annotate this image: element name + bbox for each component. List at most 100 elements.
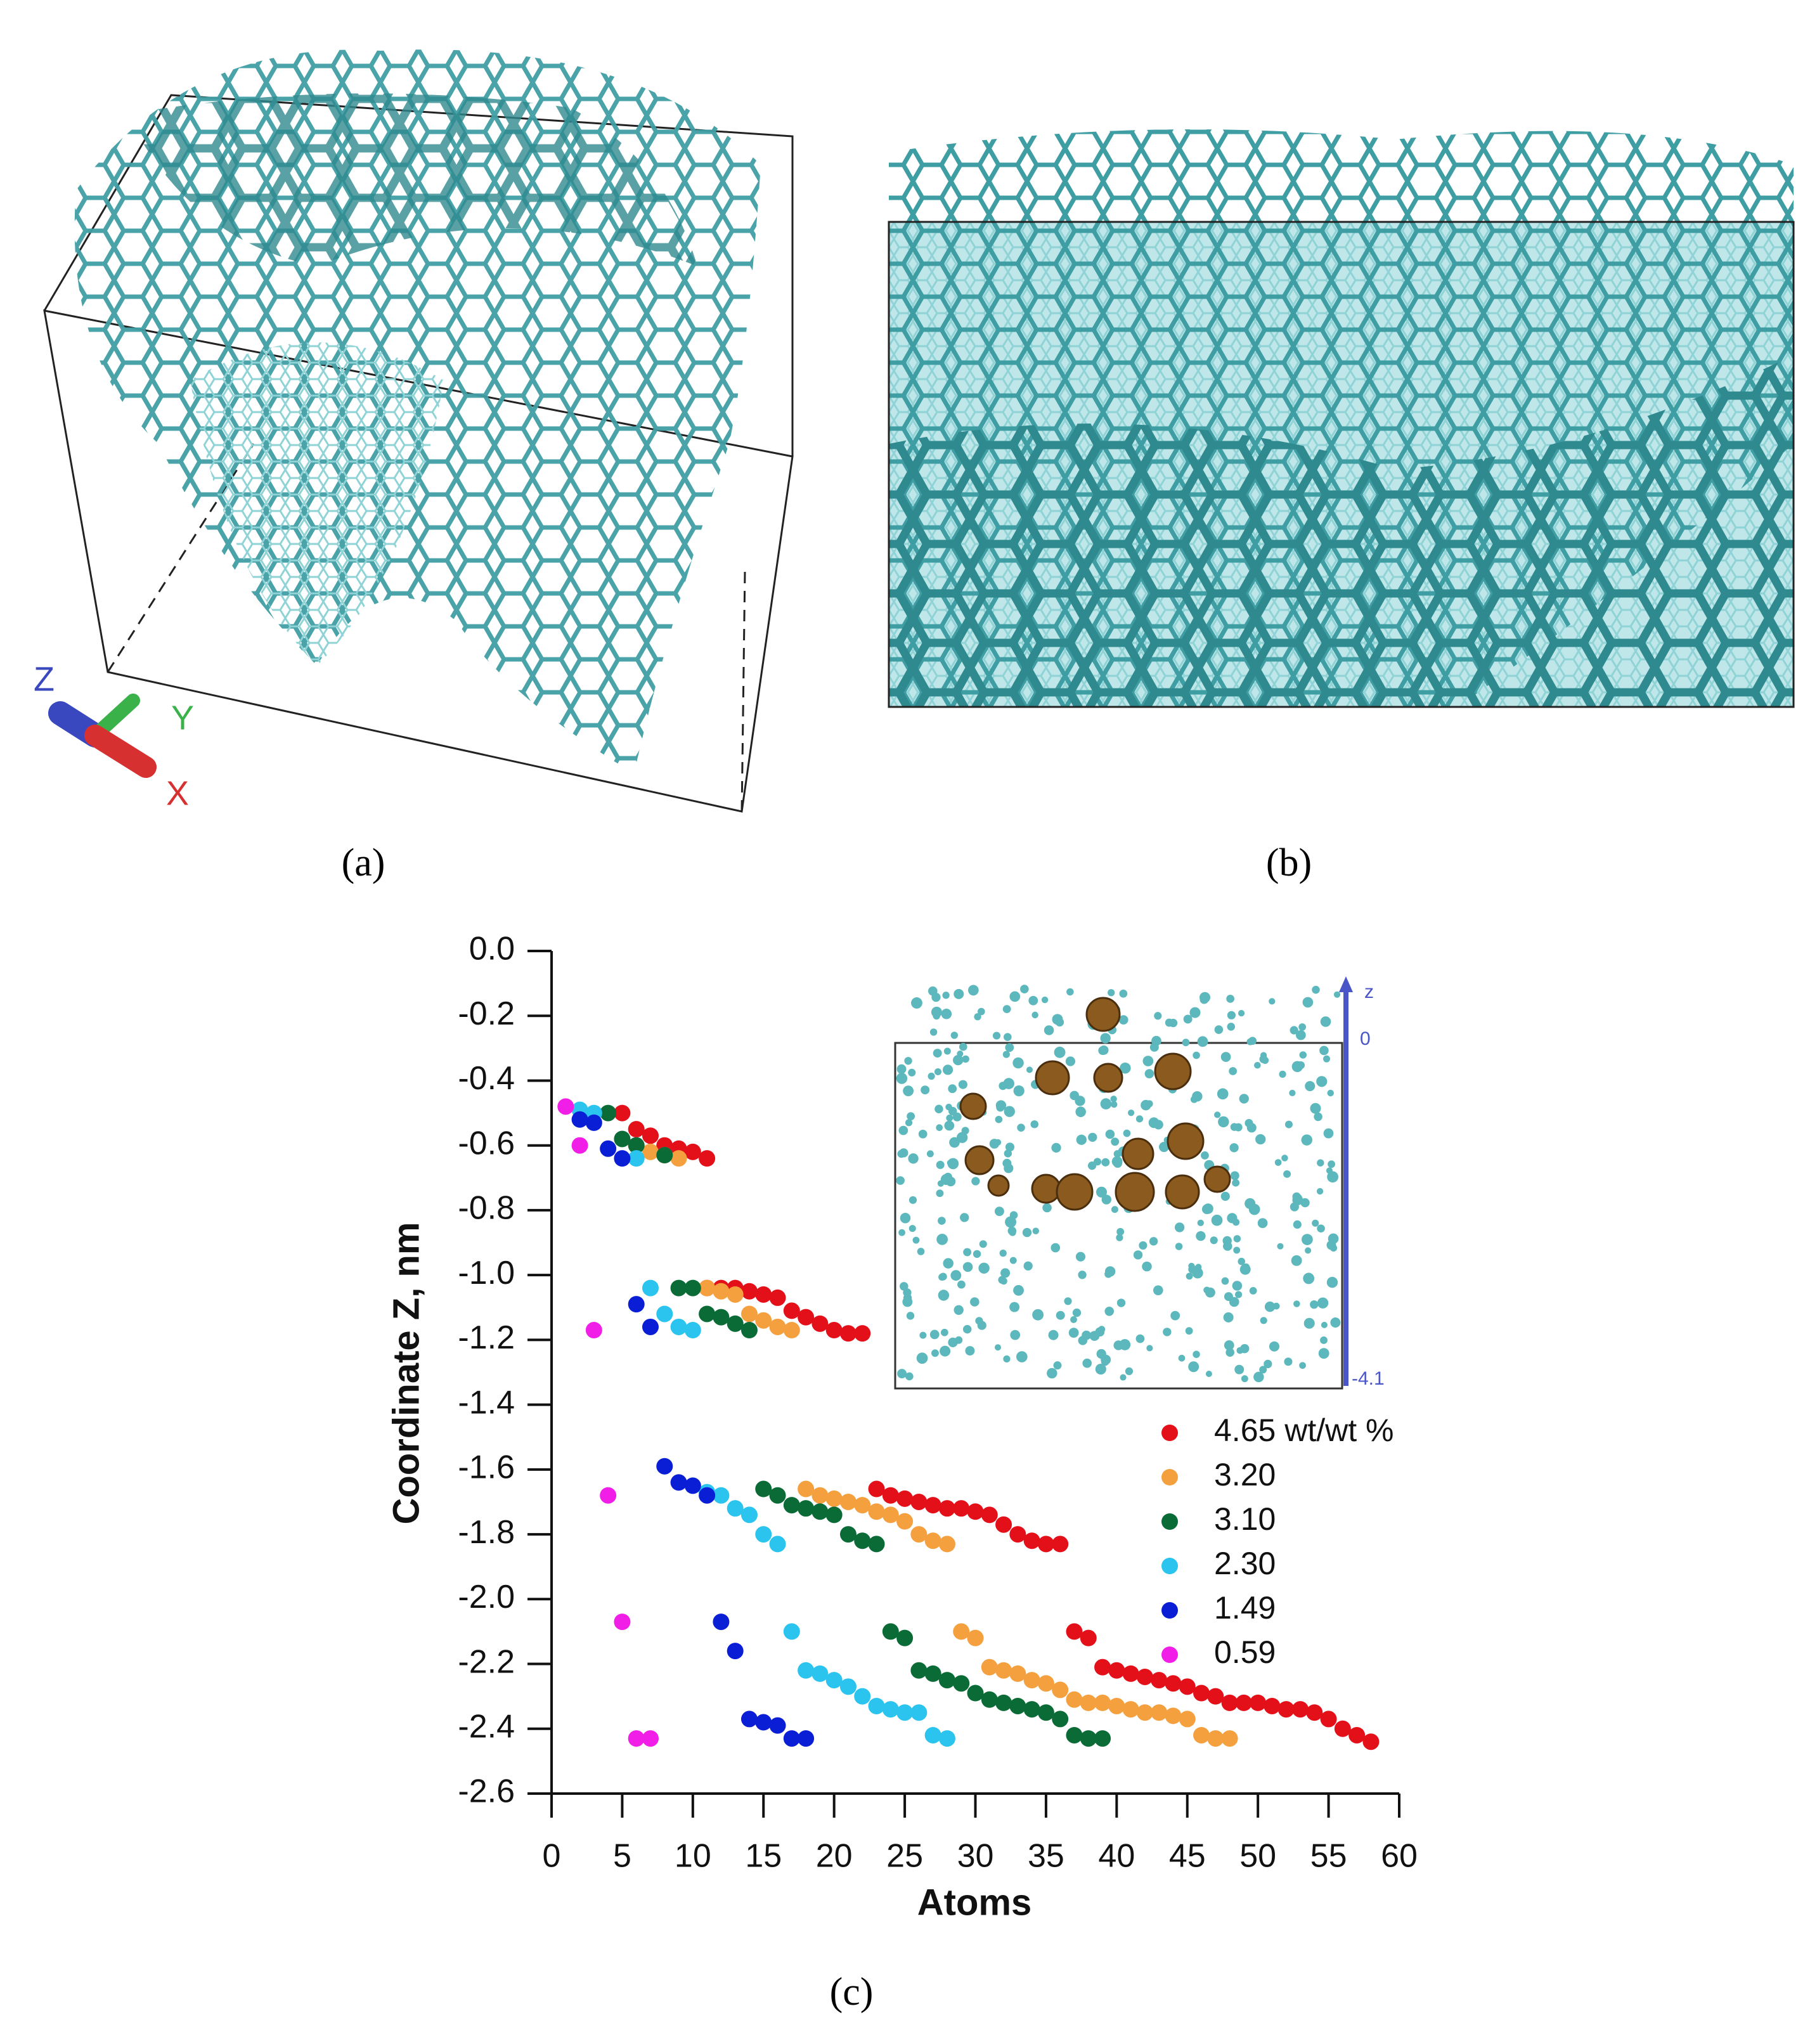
inset-atom	[900, 1213, 911, 1224]
inset-atom	[943, 1047, 951, 1055]
inset-sphere	[1085, 997, 1121, 1032]
inset-sphere	[1203, 1165, 1231, 1193]
point	[557, 1098, 574, 1115]
panel-label: (b)	[1266, 841, 1312, 884]
inset-atom	[1310, 1103, 1321, 1114]
inset-atom	[1104, 1266, 1116, 1277]
inset-atom	[898, 1229, 905, 1236]
point	[571, 1111, 588, 1128]
point	[656, 1458, 673, 1475]
inset-atom	[1110, 1101, 1118, 1108]
inset-atom	[1235, 1291, 1243, 1298]
inset-atom	[1299, 1362, 1306, 1369]
inset-atom	[1053, 1361, 1062, 1370]
inset-atom	[998, 1276, 1006, 1284]
point	[1221, 1730, 1238, 1747]
inset-atom	[1284, 1357, 1293, 1366]
point	[614, 1150, 631, 1167]
inset-atom	[1023, 1261, 1033, 1271]
point	[1151, 1704, 1168, 1721]
inset-atom	[1241, 1375, 1248, 1383]
point	[938, 1672, 955, 1689]
x-tick-label: 20	[816, 1838, 853, 1875]
y-tick-label: 0.0	[469, 931, 515, 967]
point	[783, 1623, 800, 1640]
inset-atom	[1004, 1149, 1012, 1158]
inset-atom	[1041, 996, 1049, 1004]
x-tick-label: 55	[1310, 1838, 1347, 1875]
x-axis-title: Atoms	[917, 1882, 1031, 1923]
inset-atom	[1070, 1090, 1080, 1101]
inset-atom	[905, 1119, 913, 1127]
inset-atom	[1317, 1297, 1329, 1309]
inset-atom	[904, 1057, 912, 1065]
point	[910, 1526, 928, 1543]
legend-marker	[1161, 1513, 1178, 1530]
inset-atom	[1055, 1018, 1064, 1027]
inset-atom	[1229, 1067, 1238, 1075]
inset-sphere	[1122, 1137, 1154, 1170]
point	[1080, 1694, 1097, 1711]
inset-atom	[1009, 1229, 1016, 1236]
point	[670, 1318, 687, 1335]
inset-atom	[1272, 1302, 1280, 1310]
inset-atom	[928, 1072, 935, 1080]
inset-atom	[1257, 1218, 1268, 1229]
point	[755, 1312, 772, 1329]
x-tick-label: 0	[543, 1838, 561, 1875]
inset-structure	[894, 976, 1353, 1390]
point	[882, 1623, 899, 1640]
point	[825, 1322, 843, 1339]
point	[1221, 1694, 1238, 1711]
point	[713, 1614, 730, 1631]
inset-atom	[1004, 1163, 1014, 1174]
inset-atom	[1012, 1057, 1024, 1069]
inset-atom	[1044, 1025, 1054, 1035]
point	[727, 1643, 744, 1660]
inset-sphere	[959, 1092, 987, 1120]
inset-atom	[1234, 1364, 1245, 1375]
inset-atom	[1326, 1167, 1333, 1174]
point	[896, 1513, 914, 1530]
inset-atom	[944, 1120, 955, 1131]
y-tick-label: -1.2	[458, 1319, 515, 1356]
inset-atom	[978, 1007, 985, 1016]
inset-atom	[1261, 1056, 1269, 1064]
point	[670, 1150, 687, 1167]
inset-atom	[1188, 1361, 1199, 1373]
inset-atom	[1002, 1051, 1010, 1058]
inset-atom	[995, 1115, 1003, 1123]
point	[1108, 1662, 1125, 1679]
point	[755, 1526, 772, 1543]
inset-atom	[1289, 1089, 1296, 1097]
inset-atom	[1100, 1033, 1111, 1044]
inset-atom	[1321, 1321, 1328, 1328]
inset-atom	[1002, 1005, 1011, 1014]
inset-atom	[1048, 1329, 1059, 1340]
point	[868, 1480, 885, 1497]
inset-atom	[908, 1196, 917, 1204]
inset-atom	[1201, 1151, 1209, 1160]
y-tick-label: -0.4	[458, 1060, 515, 1097]
inset-atom	[1220, 1191, 1230, 1201]
point	[924, 1497, 941, 1514]
inset-atom	[1031, 1011, 1038, 1019]
point	[868, 1536, 885, 1553]
inset-atom	[898, 1125, 908, 1135]
point	[1264, 1697, 1281, 1714]
point	[699, 1305, 716, 1323]
inset-atom	[1327, 1171, 1338, 1183]
inset-atom	[942, 992, 950, 999]
inset-atom	[1255, 1134, 1266, 1145]
inset-atom	[1201, 1204, 1212, 1214]
point	[740, 1283, 758, 1300]
inset-atom	[1279, 1070, 1286, 1078]
point	[755, 1714, 772, 1731]
inset-atom	[1295, 1030, 1306, 1040]
x-tick-label: 25	[886, 1838, 923, 1875]
inset-atom	[907, 1112, 915, 1121]
inset-atom	[1054, 1046, 1066, 1058]
inset-atom	[1042, 1203, 1052, 1213]
point	[825, 1506, 843, 1523]
point	[910, 1704, 928, 1721]
